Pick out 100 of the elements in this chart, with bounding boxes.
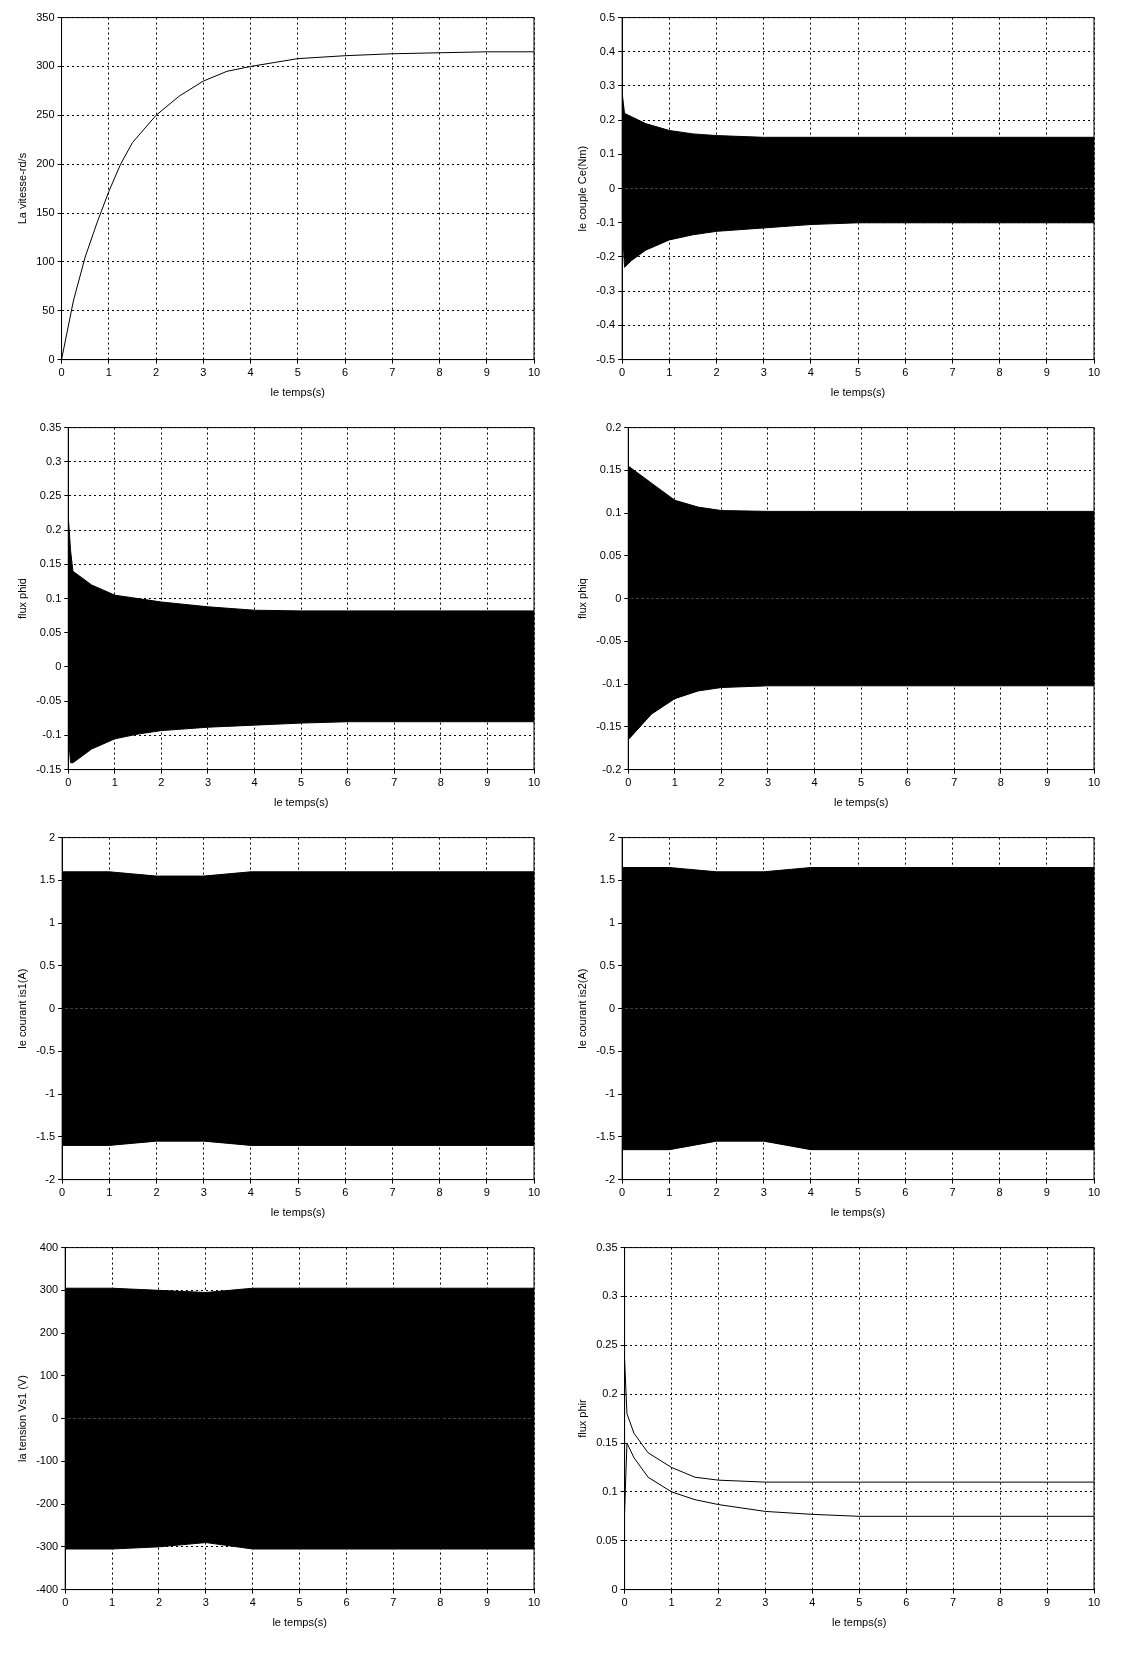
y-tick-label: 0: [48, 352, 55, 365]
x-tick-label: 8: [996, 1186, 1003, 1199]
x-tick-label: 7: [949, 366, 956, 379]
y-tick-label: 0.2: [605, 420, 622, 433]
x-tick-label: 6: [902, 366, 909, 379]
x-tick-label: 6: [341, 366, 349, 379]
x-tick-label: 9: [1043, 366, 1050, 379]
y-tick-label: -0.05: [36, 694, 62, 707]
y-tick-label: -2: [605, 1172, 616, 1185]
x-tick-label: 1: [109, 1596, 116, 1609]
x-tick-label: 2: [713, 1186, 720, 1199]
y-tick-label: 2: [609, 830, 616, 843]
y-tick-label: 0.2: [45, 523, 62, 536]
x-tick-label: 9: [484, 776, 491, 789]
y-tick-label: -2: [45, 1172, 56, 1185]
y-tick-label: -1: [45, 1087, 56, 1100]
y-tick-label: 0: [611, 1582, 618, 1595]
y-tick-label: 0.5: [599, 10, 616, 23]
y-axis-title: le couple Ce(Nm): [575, 145, 588, 232]
y-tick-label: 0.1: [599, 147, 616, 160]
x-tick-label: 6: [343, 1596, 350, 1609]
y-tick-label: -0.1: [596, 215, 616, 228]
y-axis-title: flux phid: [15, 578, 28, 620]
x-axis-title: le temps(s): [833, 796, 889, 809]
y-tick-label: -0.3: [596, 284, 616, 297]
x-tick-label: 1: [671, 776, 678, 789]
y-tick-label: 350: [36, 10, 55, 23]
y-tick-label: -200: [36, 1497, 59, 1510]
x-tick-label: 8: [996, 366, 1003, 379]
x-tick-label: 3: [200, 1186, 207, 1199]
x-tick-label: 9: [484, 1596, 491, 1609]
x-tick-label: 5: [298, 776, 305, 789]
x-tick-label: 10: [527, 1596, 541, 1609]
y-tick-label: 0.25: [596, 1338, 618, 1351]
y-tick-label: 1: [49, 916, 56, 929]
x-tick-label: 0: [65, 776, 72, 789]
y-tick-label: 0.05: [39, 625, 62, 638]
x-tick-label: 6: [903, 1596, 910, 1609]
y-tick-label: -0.05: [596, 634, 622, 647]
y-tick-label: 0.1: [602, 1484, 618, 1497]
y-tick-label: -0.5: [596, 1044, 616, 1057]
y-tick-label: 0.1: [45, 591, 62, 604]
y-tick-label: 0.5: [39, 958, 56, 971]
y-axis-title: La vitesse-rd/s: [15, 152, 28, 225]
x-tick-label: 4: [811, 776, 818, 789]
y-tick-label: 100: [39, 1368, 59, 1381]
y-tick-label: 300: [39, 1283, 59, 1296]
x-tick-label: 6: [342, 1186, 349, 1199]
y-tick-label: -100: [36, 1454, 59, 1467]
y-tick-label: -0.15: [596, 719, 622, 732]
x-tick-label: 3: [200, 366, 207, 379]
y-tick-label: 2: [49, 830, 56, 843]
x-tick-label: 6: [904, 776, 911, 789]
x-tick-label: 1: [666, 366, 673, 379]
y-tick-label: 0.35: [596, 1240, 618, 1253]
y-tick-label: -1.5: [36, 1129, 56, 1142]
y-tick-label: 0: [609, 1001, 616, 1014]
x-tick-label: 3: [760, 366, 767, 379]
y-tick-label: 0.15: [599, 463, 622, 476]
x-tick-label: 5: [855, 1186, 862, 1199]
x-tick-label: 3: [760, 1186, 767, 1199]
x-tick-label: 2: [715, 1596, 722, 1609]
x-tick-label: 9: [483, 366, 490, 379]
x-tick-label: 3: [202, 1596, 209, 1609]
x-tick-label: 10: [1087, 1596, 1101, 1609]
x-axis-title: le temps(s): [832, 1616, 887, 1629]
x-tick-label: 5: [295, 1186, 302, 1199]
x-tick-label: 4: [251, 776, 258, 789]
y-tick-label: 0.35: [39, 420, 62, 433]
x-tick-label: 5: [294, 366, 301, 379]
x-tick-label: 7: [391, 776, 398, 789]
y-tick-label: -400: [36, 1582, 59, 1595]
x-tick-label: 2: [152, 366, 160, 379]
y-tick-label: 0.3: [45, 454, 62, 467]
y-tick-label: 0.3: [599, 79, 616, 92]
y-tick-label: -0.15: [36, 762, 62, 775]
x-axis-title: le temps(s): [273, 796, 329, 809]
x-tick-label: 6: [344, 776, 351, 789]
x-tick-label: 3: [762, 1596, 769, 1609]
y-tick-label: 0.05: [596, 1533, 618, 1546]
y-tick-label: -0.4: [596, 318, 616, 331]
x-tick-label: 10: [1087, 1186, 1101, 1199]
y-tick-label: -1: [605, 1087, 616, 1100]
y-tick-label: 400: [39, 1240, 59, 1253]
x-tick-label: 8: [437, 776, 444, 789]
x-tick-label: 5: [856, 1596, 863, 1609]
y-axis-title: flux phiq: [575, 578, 588, 620]
x-axis-title: le temps(s): [830, 386, 886, 399]
x-tick-label: 7: [950, 1596, 957, 1609]
x-tick-label: 4: [809, 1596, 816, 1609]
x-tick-label: 9: [1044, 1596, 1051, 1609]
y-tick-label: -0.2: [596, 250, 616, 263]
x-tick-label: 1: [666, 1186, 673, 1199]
x-tick-label: 7: [951, 776, 958, 789]
x-tick-label: 10: [527, 366, 541, 379]
x-axis-title: le temps(s): [830, 1206, 886, 1219]
y-tick-label: 100: [36, 254, 55, 267]
x-tick-label: 8: [436, 1186, 443, 1199]
x-tick-label: 2: [155, 1596, 163, 1609]
y-tick-label: -0.5: [596, 352, 616, 365]
